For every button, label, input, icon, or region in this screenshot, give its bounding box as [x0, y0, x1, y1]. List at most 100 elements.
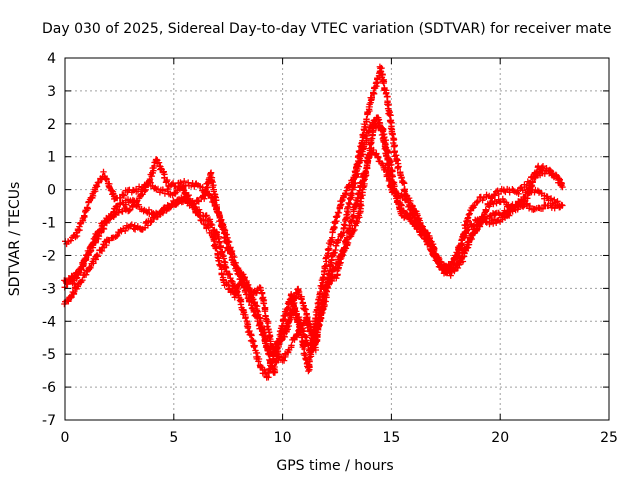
data-point [116, 222, 132, 236]
data-point [111, 191, 128, 203]
data-point [209, 231, 228, 286]
data-point [355, 160, 371, 221]
data-point [113, 204, 130, 216]
y-tick-label: 1 [47, 150, 56, 166]
data-track [61, 120, 566, 364]
x-tick-label: 25 [600, 430, 618, 446]
data-point [520, 173, 538, 208]
data-point [72, 207, 90, 241]
data-point [379, 126, 395, 191]
data-point [100, 168, 118, 203]
plot-frame [64, 57, 610, 421]
y-tick-label: -4 [42, 314, 56, 330]
data-point [80, 234, 99, 265]
data-point [376, 63, 391, 101]
y-tick-label: -6 [42, 380, 56, 396]
chart-title: Day 030 of 2025, Sidereal Day-to-day VTE… [42, 21, 612, 37]
y-tick-label: 3 [47, 84, 56, 100]
data-point [541, 192, 559, 207]
x-tick-label: 20 [491, 430, 509, 446]
data-marks [61, 63, 566, 381]
data-point [401, 190, 421, 227]
data-point [246, 298, 263, 332]
y-tick-label: -2 [42, 248, 56, 264]
data-point [556, 201, 565, 211]
data-point [300, 317, 315, 337]
data-point [388, 185, 406, 202]
data-point [148, 207, 166, 225]
data-point [318, 272, 333, 317]
data-point [207, 170, 220, 212]
data-point [462, 226, 479, 253]
data-point [340, 190, 356, 232]
data-series [61, 63, 566, 381]
data-point [103, 210, 119, 224]
data-point [366, 83, 380, 108]
data-point [188, 200, 204, 224]
data-point [327, 256, 342, 281]
data-point [113, 196, 132, 210]
data-point [220, 277, 238, 298]
y-tick-label: 0 [47, 183, 56, 199]
y-tick-label: -5 [42, 347, 56, 363]
data-point [294, 285, 310, 317]
data-point [309, 313, 325, 337]
x-tick-label: 5 [169, 430, 178, 446]
data-point [545, 167, 562, 184]
data-point [177, 179, 194, 205]
data-point [488, 185, 507, 201]
data-point [235, 291, 253, 336]
data-point [92, 218, 109, 240]
x-axis-ticks: 0 5 10 15 20 25 [61, 58, 618, 446]
data-point [314, 262, 330, 311]
data-point [83, 182, 101, 212]
x-tick-label: 15 [382, 430, 400, 446]
data-point [135, 177, 153, 202]
x-tick-label: 0 [61, 430, 70, 446]
data-point [392, 152, 410, 200]
data-point [514, 178, 531, 197]
data-point [349, 155, 365, 193]
y-tick-label: 2 [47, 117, 56, 133]
data-point [453, 227, 471, 260]
data-point [426, 237, 447, 274]
data-point [213, 206, 231, 253]
data-point [153, 185, 176, 199]
data-point [61, 276, 76, 288]
y-axis-label: SDTVAR / TECUs [7, 182, 23, 297]
y-axis-ticks: -7 -6 -5 -4 -3 -2 -1 0 1 2 3 4 [42, 51, 609, 429]
data-point [213, 231, 232, 277]
data-point [363, 121, 378, 164]
y-tick-label: -3 [42, 281, 56, 297]
data-point [486, 196, 504, 208]
data-point [125, 197, 141, 215]
y-tick-label: 4 [47, 51, 56, 67]
data-point [273, 333, 287, 352]
data-point [383, 93, 398, 160]
data-point [224, 246, 241, 277]
data-point [322, 220, 339, 265]
data-point [532, 165, 550, 181]
data-point [413, 217, 433, 245]
y-tick-label: -1 [42, 216, 56, 232]
data-point [451, 245, 468, 274]
data-point [279, 336, 296, 364]
data-point [70, 259, 88, 288]
data-point [499, 195, 515, 213]
data-point [340, 174, 357, 201]
data-point [170, 195, 187, 208]
data-point [181, 178, 202, 190]
data-point [330, 229, 347, 257]
data-track [61, 144, 565, 381]
data-point [555, 175, 566, 191]
x-axis-label: GPS time / hours [276, 458, 393, 474]
y-tick-label: -7 [42, 413, 56, 429]
data-point [542, 201, 561, 212]
data-point [152, 156, 173, 190]
x-tick-label: 10 [274, 430, 292, 446]
data-point [257, 284, 275, 350]
data-point [198, 216, 217, 240]
data-point [331, 194, 347, 226]
data-point [72, 271, 90, 293]
